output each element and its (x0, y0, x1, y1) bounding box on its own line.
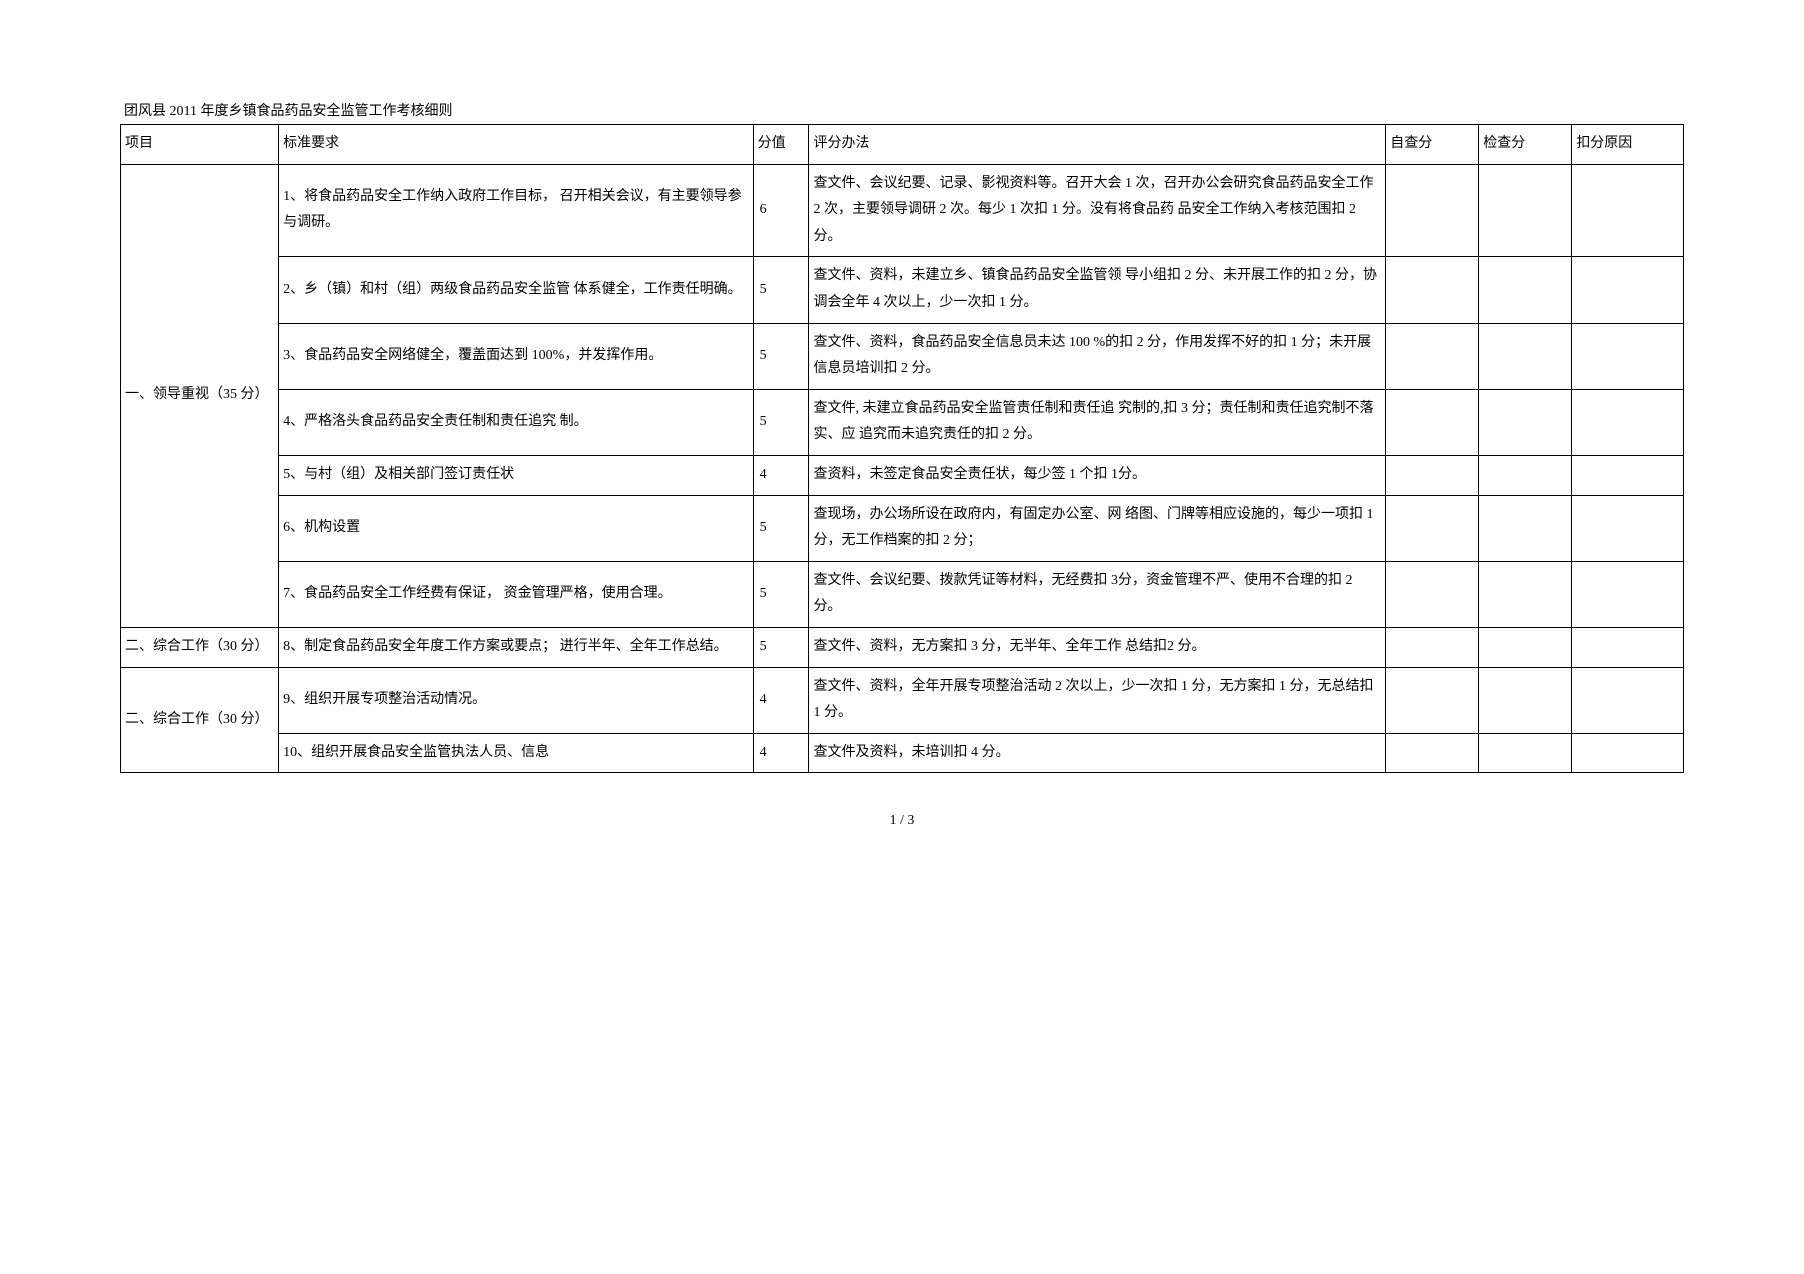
page-footer: 1 / 3 (120, 813, 1684, 829)
check-score-cell (1479, 164, 1572, 257)
header-reason: 扣分原因 (1572, 125, 1684, 165)
table-row: 5、与村（组）及相关部门签订责任状4查资料，未签定食品安全责任状，每少签 1 个… (121, 455, 1684, 495)
table-row: 4、严格洛头食品药品安全责任制和责任追究 制。5查文件, 未建立食品药品安全监管… (121, 389, 1684, 455)
document-title: 团风县 2011 年度乡镇食品药品安全监管工作考核细则 (120, 100, 1684, 120)
check-score-cell (1479, 561, 1572, 627)
score-cell: 5 (753, 323, 809, 389)
check-score-cell (1479, 733, 1572, 773)
reason-cell (1572, 733, 1684, 773)
method-cell: 查文件、会议纪要、记录、影视资料等。召开大会 1 次，召开办公会研究食品药品安全… (809, 164, 1386, 257)
table-row: 二、综合工作（30 分）8、制定食品药品安全年度工作方案或要点； 进行半年、全年… (121, 627, 1684, 667)
header-project: 项目 (121, 125, 279, 165)
reason-cell (1572, 389, 1684, 455)
reason-cell (1572, 164, 1684, 257)
requirement-cell: 5、与村（组）及相关部门签订责任状 (279, 455, 754, 495)
method-cell: 查文件、资料，食品药品安全信息员未达 100 %的扣 2 分，作用发挥不好的扣 … (809, 323, 1386, 389)
reason-cell (1572, 495, 1684, 561)
check-score-cell (1479, 667, 1572, 733)
self-score-cell (1386, 733, 1479, 773)
score-cell: 4 (753, 455, 809, 495)
score-cell: 5 (753, 495, 809, 561)
score-cell: 5 (753, 257, 809, 323)
header-check: 检查分 (1479, 125, 1572, 165)
project-cell: 一、领导重视（35 分） (121, 164, 279, 627)
reason-cell (1572, 257, 1684, 323)
check-score-cell (1479, 627, 1572, 667)
assessment-table: 项目 标准要求 分值 评分办法 自查分 检查分 扣分原因 一、领导重视（35 分… (120, 124, 1684, 773)
header-score: 分值 (753, 125, 809, 165)
table-row: 3、食品药品安全网络健全，覆盖面达到 100%，并发挥作用。5查文件、资料，食品… (121, 323, 1684, 389)
check-score-cell (1479, 495, 1572, 561)
reason-cell (1572, 561, 1684, 627)
score-cell: 4 (753, 733, 809, 773)
requirement-cell: 7、食品药品安全工作经费有保证， 资金管理严格，使用合理。 (279, 561, 754, 627)
self-score-cell (1386, 495, 1479, 561)
requirement-cell: 10、组织开展食品安全监管执法人员、信息 (279, 733, 754, 773)
requirement-cell: 4、严格洛头食品药品安全责任制和责任追究 制。 (279, 389, 754, 455)
self-score-cell (1386, 455, 1479, 495)
requirement-cell: 3、食品药品安全网络健全，覆盖面达到 100%，并发挥作用。 (279, 323, 754, 389)
self-score-cell (1386, 257, 1479, 323)
self-score-cell (1386, 561, 1479, 627)
header-requirement: 标准要求 (279, 125, 754, 165)
reason-cell (1572, 455, 1684, 495)
check-score-cell (1479, 323, 1572, 389)
project-cell: 二、综合工作（30 分） (121, 627, 279, 667)
self-score-cell (1386, 667, 1479, 733)
table-row: 2、乡（镇）和村（组）两级食品药品安全监管 体系健全，工作责任明确。5查文件、资… (121, 257, 1684, 323)
table-row: 二、综合工作（30 分）9、组织开展专项整治活动情况。4查文件、资料，全年开展专… (121, 667, 1684, 733)
requirement-cell: 1、将食品药品安全工作纳入政府工作目标， 召开相关会议，有主要领导参与调研。 (279, 164, 754, 257)
score-cell: 6 (753, 164, 809, 257)
method-cell: 查资料，未签定食品安全责任状，每少签 1 个扣 1分。 (809, 455, 1386, 495)
score-cell: 4 (753, 667, 809, 733)
method-cell: 查现场，办公场所设在政府内，有固定办公室、网 络图、门牌等相应设施的，每少一项扣… (809, 495, 1386, 561)
header-self: 自查分 (1386, 125, 1479, 165)
header-method: 评分办法 (809, 125, 1386, 165)
table-row: 6、机构设置5查现场，办公场所设在政府内，有固定办公室、网 络图、门牌等相应设施… (121, 495, 1684, 561)
requirement-cell: 8、制定食品药品安全年度工作方案或要点； 进行半年、全年工作总结。 (279, 627, 754, 667)
project-cell: 二、综合工作（30 分） (121, 667, 279, 773)
table-row: 一、领导重视（35 分）1、将食品药品安全工作纳入政府工作目标， 召开相关会议，… (121, 164, 1684, 257)
reason-cell (1572, 323, 1684, 389)
self-score-cell (1386, 389, 1479, 455)
score-cell: 5 (753, 627, 809, 667)
reason-cell (1572, 667, 1684, 733)
self-score-cell (1386, 627, 1479, 667)
method-cell: 查文件、会议纪要、拨款凭证等材料，无经费扣 3分，资金管理不严、使用不合理的扣 … (809, 561, 1386, 627)
check-score-cell (1479, 257, 1572, 323)
method-cell: 查文件、资料，未建立乡、镇食品药品安全监管领 导小组扣 2 分、未开展工作的扣 … (809, 257, 1386, 323)
reason-cell (1572, 627, 1684, 667)
table-row: 7、食品药品安全工作经费有保证， 资金管理严格，使用合理。5查文件、会议纪要、拨… (121, 561, 1684, 627)
table-row: 10、组织开展食品安全监管执法人员、信息4查文件及资料，未培训扣 4 分。 (121, 733, 1684, 773)
score-cell: 5 (753, 561, 809, 627)
requirement-cell: 2、乡（镇）和村（组）两级食品药品安全监管 体系健全，工作责任明确。 (279, 257, 754, 323)
check-score-cell (1479, 389, 1572, 455)
method-cell: 查文件及资料，未培训扣 4 分。 (809, 733, 1386, 773)
score-cell: 5 (753, 389, 809, 455)
self-score-cell (1386, 164, 1479, 257)
method-cell: 查文件、资料，全年开展专项整治活动 2 次以上，少一次扣 1 分，无方案扣 1 … (809, 667, 1386, 733)
method-cell: 查文件、资料，无方案扣 3 分，无半年、全年工作 总结扣2 分。 (809, 627, 1386, 667)
requirement-cell: 6、机构设置 (279, 495, 754, 561)
check-score-cell (1479, 455, 1572, 495)
requirement-cell: 9、组织开展专项整治活动情况。 (279, 667, 754, 733)
method-cell: 查文件, 未建立食品药品安全监管责任制和责任追 究制的,扣 3 分；责任制和责任… (809, 389, 1386, 455)
table-header-row: 项目 标准要求 分值 评分办法 自查分 检查分 扣分原因 (121, 125, 1684, 165)
self-score-cell (1386, 323, 1479, 389)
